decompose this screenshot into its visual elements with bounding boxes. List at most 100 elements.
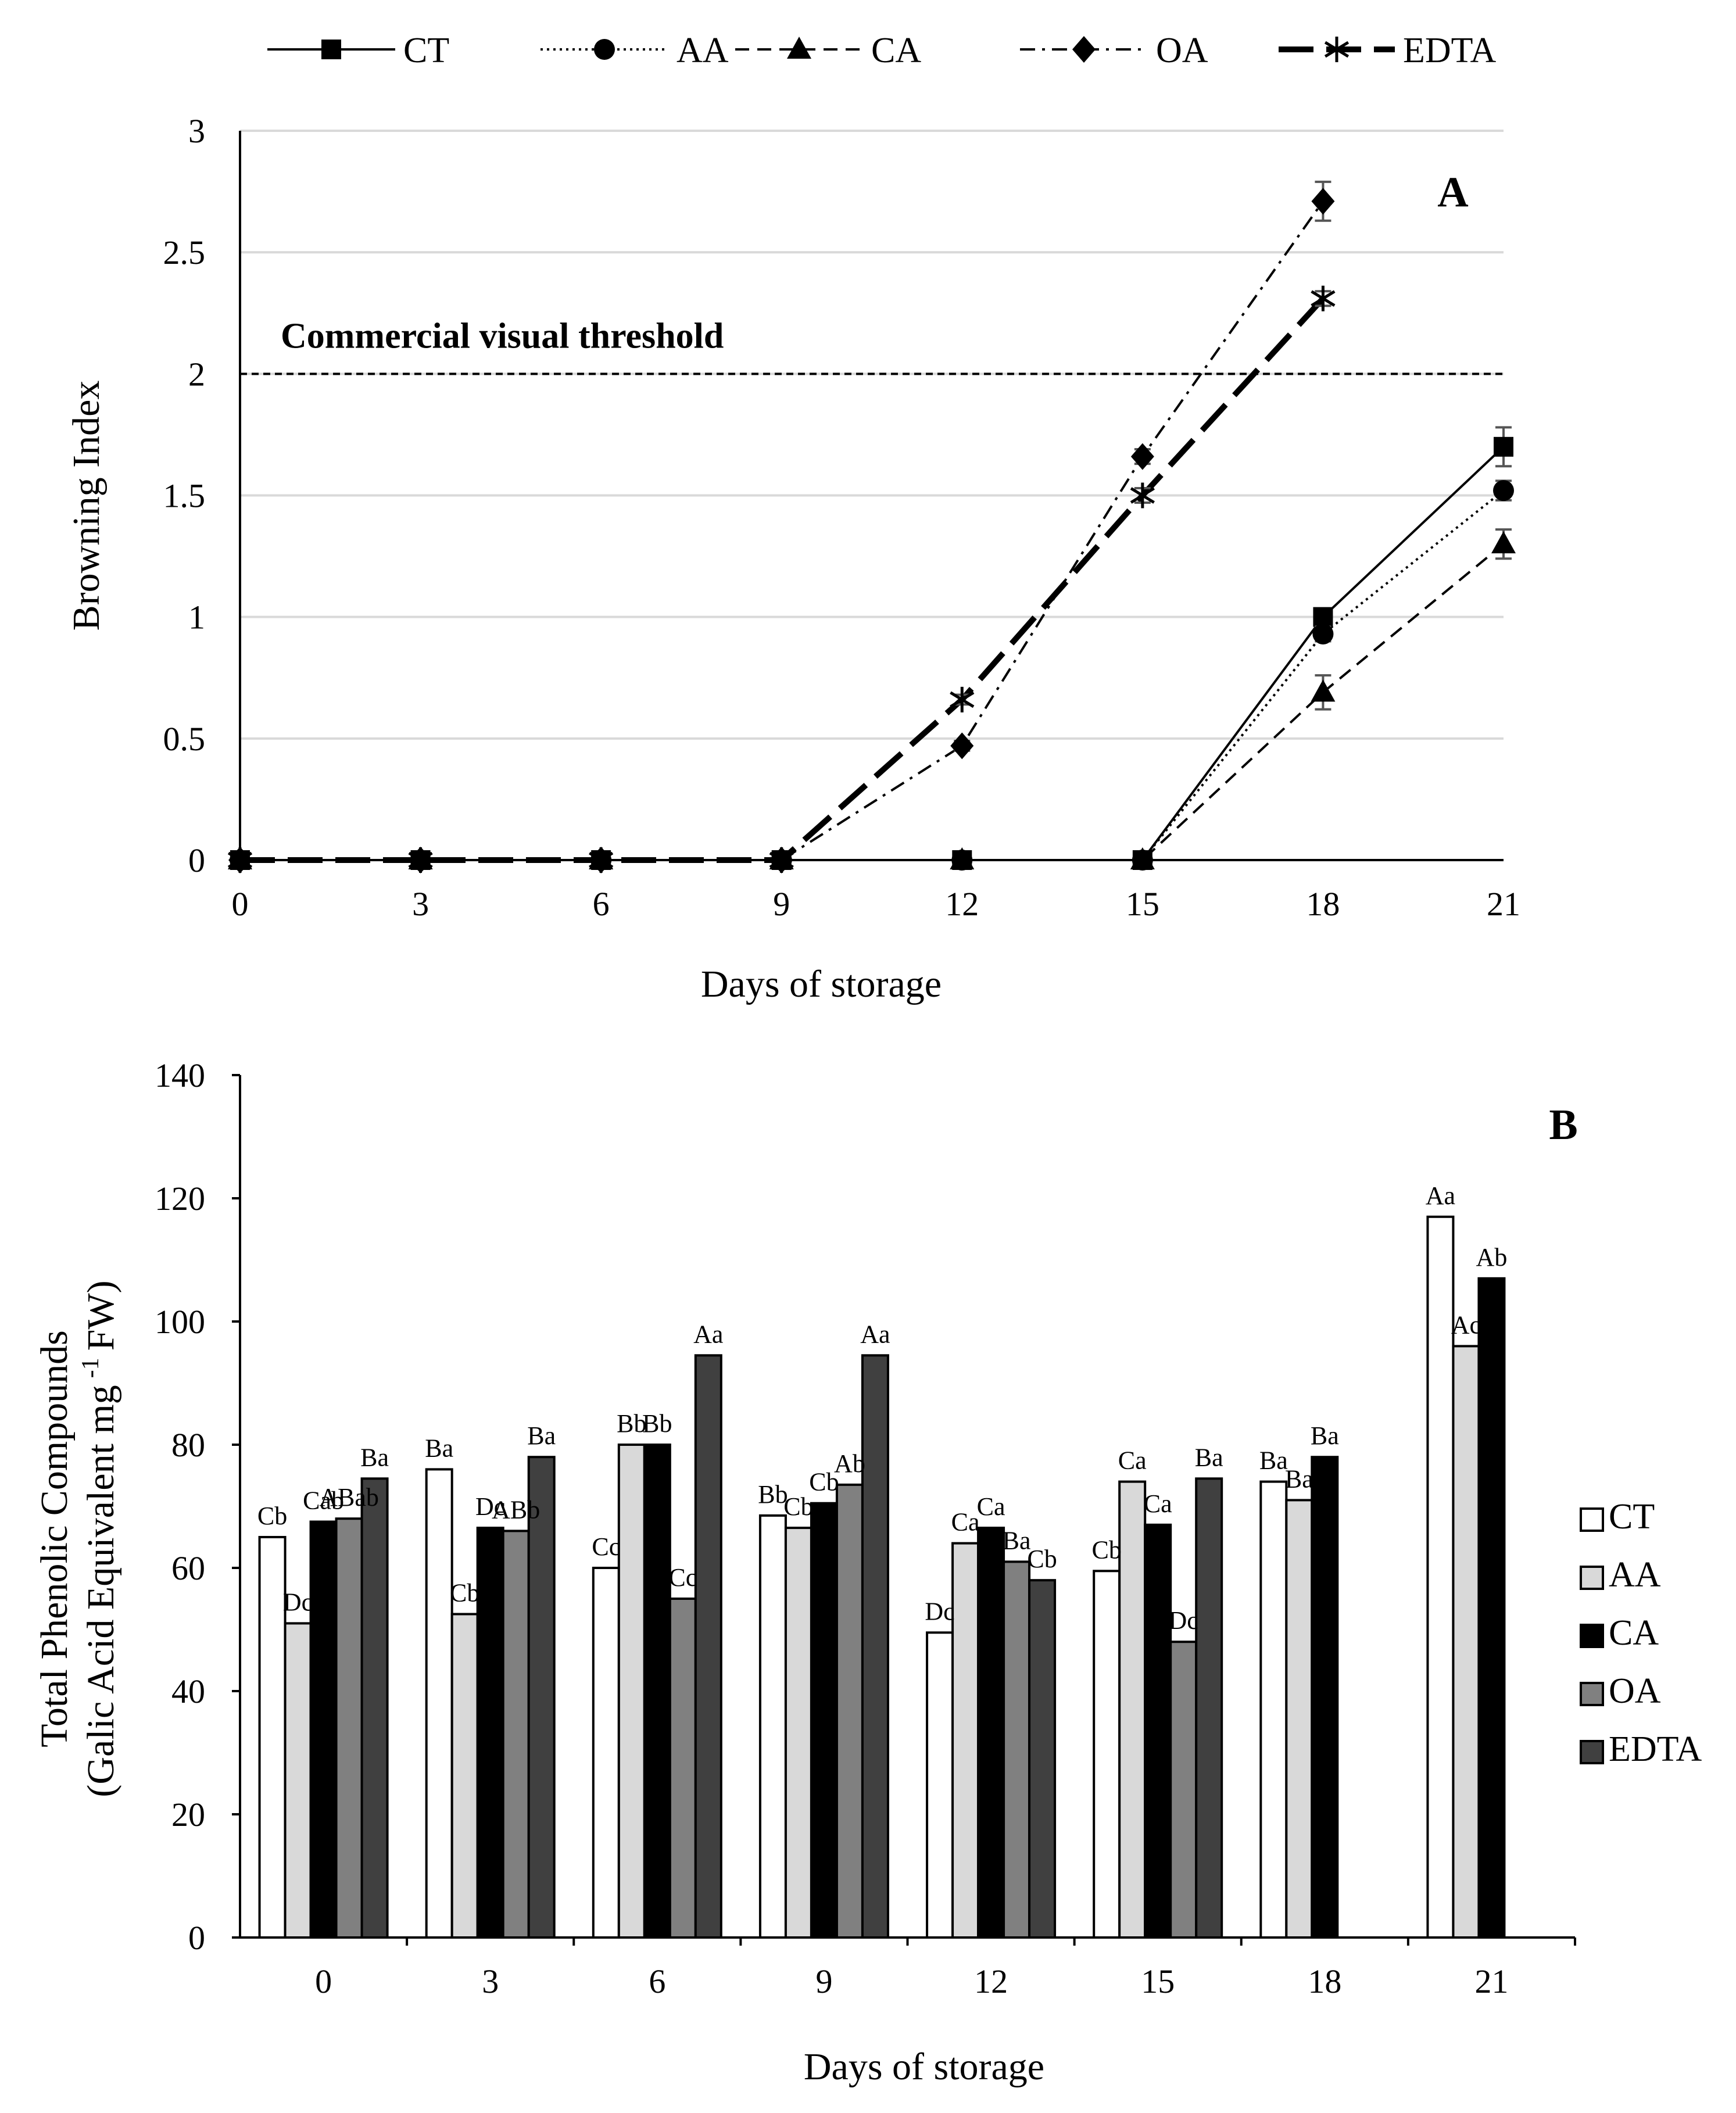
- panel-a-x-tick-label: 6: [593, 885, 610, 923]
- panel-a-y-tick-label: 2.5: [163, 234, 206, 271]
- bar-significance-label: Cb: [1027, 1545, 1057, 1573]
- legend-label-edta: EDTA: [1403, 31, 1497, 70]
- panel-b-x-tick-label: 12: [974, 1962, 1008, 2000]
- panel-a-x-tick-label: 9: [773, 885, 790, 923]
- bar-oa: [502, 1530, 530, 1939]
- bar-aa: [1285, 1499, 1313, 1939]
- bar-significance-label: Ba: [1195, 1443, 1223, 1471]
- legend-swatch-ca: [1580, 1624, 1604, 1648]
- bar-significance-label: Ab: [1476, 1243, 1508, 1272]
- legend-label-oa: OA: [1156, 31, 1208, 70]
- legend-swatch-aa: [1580, 1566, 1604, 1590]
- panel-b-y-axis-title-line1: Total Phenolic Compounds: [33, 1330, 76, 1747]
- panel-a-x-tick-label: 15: [1126, 885, 1159, 923]
- bar-ca: [977, 1527, 1005, 1939]
- series-line-oa: [240, 200, 1325, 861]
- bar-significance-label: Ca: [1118, 1446, 1147, 1475]
- bar-significance-label: Aa: [693, 1320, 723, 1348]
- panel-a-x-tick-label: 21: [1487, 885, 1520, 923]
- legend-label-ca: CA: [1609, 1613, 1659, 1653]
- bar-edta: [861, 1354, 889, 1939]
- legend-label-aa: AA: [676, 31, 729, 70]
- panel-a-x-tick-label: 12: [945, 885, 979, 923]
- bar-aa: [1118, 1480, 1147, 1939]
- bar-oa: [335, 1517, 363, 1939]
- bar-edta: [360, 1477, 389, 1939]
- bar-oa: [1003, 1560, 1031, 1939]
- legend-item-oa: OA: [1580, 1671, 1661, 1711]
- panel-a-line-chart: Commercial visual threshold 0 0.5 1 1.5 2 2.5…: [65, 31, 1520, 1005]
- panel-a-y-tick-label: 0.5: [163, 720, 206, 758]
- bar-significance-label: Ba: [1003, 1526, 1031, 1555]
- legend-label-aa: AA: [1609, 1555, 1661, 1595]
- marker-ct: [1494, 436, 1513, 457]
- bar-ca: [476, 1527, 504, 1939]
- marker-ca: [1130, 847, 1155, 869]
- legend-label-edta: EDTA: [1609, 1729, 1702, 1769]
- bar-significance-label: Bb: [758, 1480, 788, 1509]
- bar-ct: [1259, 1480, 1288, 1939]
- threshold-label: Commercial visual threshold: [281, 316, 724, 356]
- panel-b-y-tick-label: 120: [155, 1180, 205, 1217]
- bar-edta: [527, 1456, 556, 1939]
- legend-label-oa: OA: [1609, 1671, 1661, 1711]
- bar-significance-label: Dc: [925, 1597, 954, 1625]
- legend-marker-ct: [321, 40, 341, 59]
- series-line-ct: [240, 446, 1505, 861]
- legend-item-ct: CT: [1580, 1497, 1655, 1537]
- bar-significance-label: Cc: [668, 1563, 697, 1592]
- legend-item-ca: CA: [735, 31, 921, 70]
- legend-swatch-edta: [1580, 1740, 1604, 1764]
- bar-aa: [784, 1527, 812, 1939]
- bar-significance-label: Cb: [257, 1502, 287, 1530]
- panel-b-x-axis-title: Days of storage: [804, 2046, 1044, 2088]
- legend-item-oa: OA: [1020, 31, 1208, 70]
- legend-item-edta: EDTA: [1580, 1729, 1702, 1769]
- panel-b-y-axis-title: Total Phenolic Compounds (Galic Acid Equ…: [33, 1280, 122, 1797]
- panel-a-x-tick-label: 3: [412, 885, 429, 923]
- bar-significance-label: Bb: [617, 1409, 646, 1438]
- legend-swatch-oa: [1580, 1682, 1604, 1706]
- bar-ca: [1477, 1277, 1506, 1939]
- marker-edta: [1311, 285, 1336, 311]
- legend-item-ct: CT: [267, 31, 449, 70]
- bar-significance-label: Aa: [1426, 1181, 1455, 1210]
- panel-a-label: A: [1437, 169, 1468, 216]
- legend-marker-aa: [594, 39, 615, 60]
- legend-label-ca: CA: [871, 31, 921, 70]
- series-line-edta: [240, 296, 1326, 863]
- panel-b-x-tick-label: 6: [649, 1962, 665, 2000]
- bar-oa: [835, 1483, 864, 1939]
- panel-b-x-tick-label: 9: [815, 1962, 832, 2000]
- marker-aa: [1312, 623, 1334, 644]
- panel-b-y-tick-label: 140: [155, 1056, 205, 1094]
- panel-b-y-tick-label: 100: [155, 1303, 205, 1341]
- bar-ct: [1093, 1570, 1121, 1939]
- bar-significance-label: Ab: [834, 1449, 865, 1478]
- bar-significance-label: Cb: [783, 1492, 813, 1521]
- panel-b-x-tick-label: 0: [315, 1962, 332, 2000]
- bar-ct: [258, 1536, 287, 1939]
- series-line-aa: [240, 489, 1505, 861]
- panel-b-y-tick-label: 40: [171, 1673, 205, 1710]
- bar-significance-label: Bb: [642, 1409, 672, 1438]
- bar-ct: [425, 1468, 453, 1939]
- bar-significance-label: Ca: [1144, 1489, 1172, 1518]
- marker-ca: [1491, 531, 1516, 554]
- bar-significance-label: Ca: [977, 1492, 1005, 1521]
- bar-ca: [643, 1444, 671, 1939]
- marker-edta: [769, 847, 794, 873]
- bar-significance-label: Cab: [303, 1487, 344, 1515]
- panel-b-y-axis-title-end: FW): [80, 1280, 122, 1351]
- bar-edta: [1028, 1579, 1057, 1939]
- bar-significance-label: Cb: [809, 1468, 839, 1496]
- marker-oa: [1130, 443, 1154, 470]
- panel-b-y-axis-title-main: (Galic Acid Equivalent mg: [80, 1385, 122, 1797]
- bar-oa: [668, 1598, 697, 1939]
- panel-a-axes: 0 0.5 1 1.5 2 2.5 3 0 3 6 9 12 15 18 21: [163, 112, 1521, 923]
- legend-label-ct: CT: [403, 31, 449, 70]
- legend-marker-oa: [1072, 36, 1096, 63]
- marker-oa: [1311, 188, 1335, 215]
- panel-a-y-tick-label: 3: [188, 112, 205, 150]
